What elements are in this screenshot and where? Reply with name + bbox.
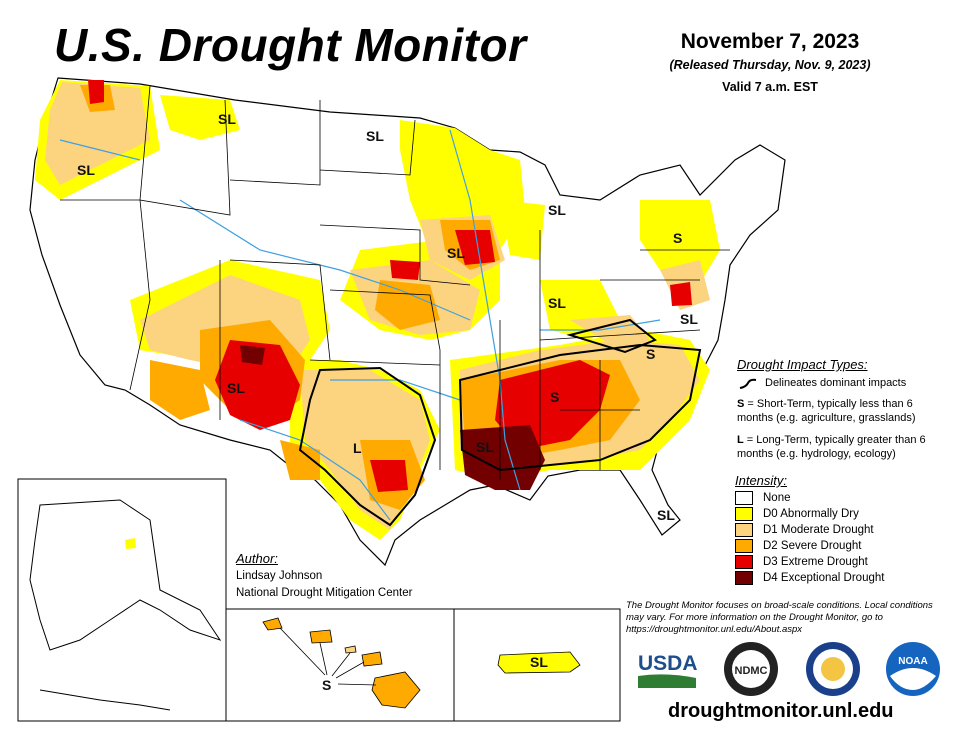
legend-swatch	[735, 539, 753, 553]
map-label: S	[646, 346, 655, 362]
map-label: SL	[218, 111, 236, 127]
valid-time: Valid 7 a.m. EST	[722, 80, 818, 94]
d4-regions	[240, 345, 545, 490]
map-label: SL	[548, 202, 566, 218]
map-label: SL	[366, 128, 384, 144]
map-label: SL	[548, 295, 566, 311]
legend-row-d2: D2 Severe Drought	[735, 538, 861, 554]
site-url[interactable]: droughtmonitor.unl.edu	[668, 700, 894, 722]
author-heading: Author:	[236, 551, 278, 566]
long-term-key: L	[737, 434, 744, 446]
legend-swatch	[735, 523, 753, 537]
legend-label: D2 Severe Drought	[763, 540, 862, 552]
delineation-line-icon	[739, 378, 757, 389]
legend-swatch	[735, 555, 753, 569]
release-date: (Released Thursday, Nov. 9, 2023)	[669, 58, 871, 72]
legend-swatch	[735, 491, 753, 505]
map-label: S	[550, 389, 559, 405]
map-label: SL	[530, 654, 548, 670]
short-term-desc: S = Short-Term, typically less than 6 mo…	[737, 397, 947, 425]
impact-delineations	[298, 318, 702, 527]
legend-row-d3: D3 Extreme Drought	[735, 554, 868, 570]
hawaii-inset	[225, 608, 455, 722]
legend-swatch	[735, 507, 753, 521]
noaa-logo-text: NOAA	[898, 656, 927, 667]
hawaii-pointer-lines	[279, 627, 377, 686]
ndmc-logo: NDMC	[724, 642, 778, 696]
legend-label: D1 Moderate Drought	[763, 524, 874, 536]
map-label: SL	[680, 311, 698, 327]
legend-swatch	[735, 571, 753, 585]
intensity-title: Intensity:	[735, 473, 788, 488]
short-term-key: S	[737, 398, 745, 410]
usda-logo: USDA	[638, 652, 698, 688]
map-label: S	[322, 677, 331, 693]
legend-label: D3 Extreme Drought	[763, 556, 868, 568]
noaa-logo: NOAA	[886, 642, 940, 696]
map-label: L	[353, 440, 362, 456]
ndmc-logo-text: NDMC	[735, 665, 768, 677]
page-title: U.S. Drought Monitor	[54, 19, 527, 71]
legend-row-d1: D1 Moderate Drought	[735, 522, 874, 538]
legend-row-d4: D4 Exceptional Drought	[735, 570, 884, 586]
map-labels: SL SL SL SL S SL SL SL S SL S L SL SL S …	[77, 111, 698, 693]
legend-row-d0: D0 Abnormally Dry	[735, 506, 859, 522]
disclaimer-note: The Drought Monitor focuses on broad-sca…	[626, 600, 933, 635]
legend-label: None	[763, 492, 791, 504]
usda-logo-text: USDA	[638, 652, 698, 675]
author-name: Lindsay Johnson	[236, 570, 323, 582]
map-label: S	[673, 230, 682, 246]
impact-types-title: Drought Impact Types:	[737, 357, 868, 372]
short-term-text: = Short-Term, typically less than 6 mont…	[737, 398, 916, 424]
legend-label: D4 Exceptional Drought	[763, 572, 885, 584]
alaska-outline	[29, 499, 222, 651]
map-date: November 7, 2023	[680, 30, 860, 53]
author-org: National Drought Mitigation Center	[236, 587, 413, 599]
hawaii-islands	[262, 617, 421, 709]
delineation-desc: Delineates dominant impacts	[765, 377, 907, 389]
long-term-desc: L = Long-Term, typically greater than 6 …	[737, 433, 947, 461]
legend-row-none: None	[735, 490, 791, 506]
puerto-rico-island	[497, 651, 581, 674]
long-term-text: = Long-Term, typically greater than 6 mo…	[737, 434, 926, 460]
map-label: SL	[227, 380, 245, 396]
legend-label: D0 Abnormally Dry	[763, 508, 859, 520]
state-borders	[60, 85, 730, 480]
map-label: SL	[476, 439, 494, 455]
map-label: SL	[447, 245, 465, 261]
commerce-seal	[806, 642, 860, 696]
map-label: SL	[657, 507, 675, 523]
map-label: SL	[77, 162, 95, 178]
